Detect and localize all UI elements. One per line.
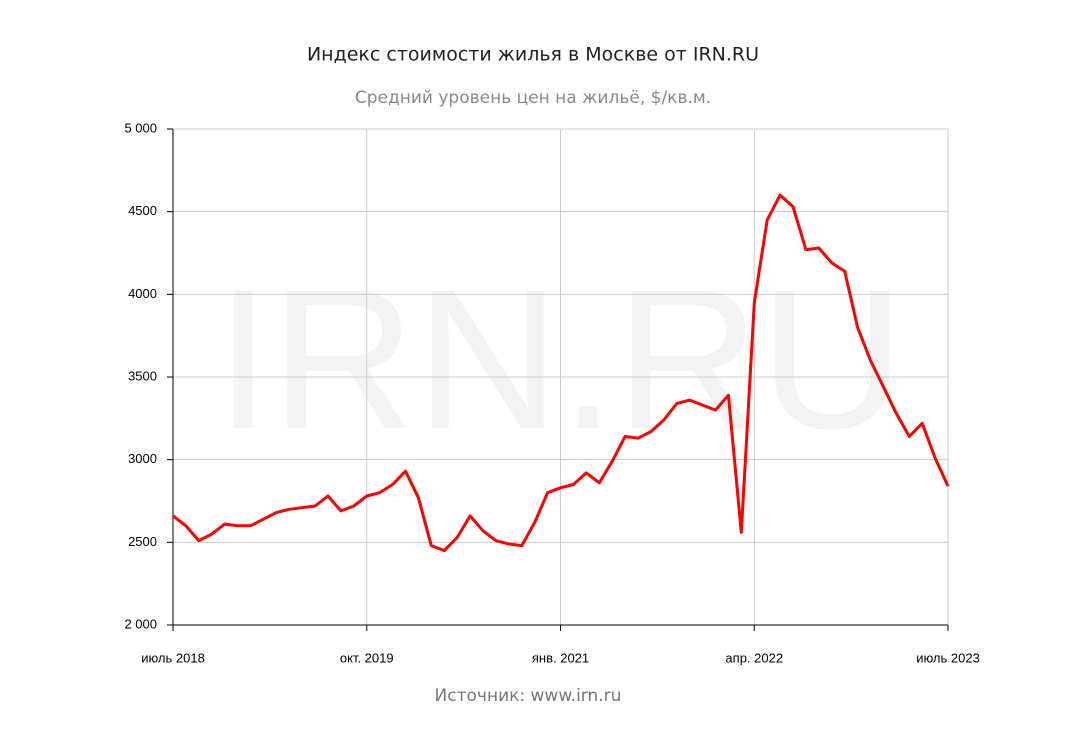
data-line: [172, 193, 950, 553]
x-tick-label: окт. 2019: [340, 650, 394, 665]
y-tick-label: 2500: [128, 534, 157, 549]
x-tick-label: июль 2023: [916, 650, 980, 665]
chart-subtitle: Средний уровень цен на жильё, $/кв.м.: [355, 88, 711, 108]
y-tick-label: 2 000: [124, 616, 157, 631]
chart-title: Индекс стоимости жилья в Москве от IRN.R…: [307, 44, 759, 66]
source: Источник: www.irn.ru: [435, 686, 622, 706]
y-tick-label: 3000: [128, 451, 157, 466]
y-tick-label: 4000: [128, 286, 157, 301]
y-tick-label: 4500: [128, 203, 157, 218]
x-tick-label: июль 2018: [141, 650, 205, 665]
x-tick-label: янв. 2021: [532, 650, 589, 665]
x-tick-label: апр. 2022: [725, 650, 783, 665]
y-tick-label: 5 000: [124, 120, 157, 135]
y-tick-label: 3500: [128, 368, 157, 383]
